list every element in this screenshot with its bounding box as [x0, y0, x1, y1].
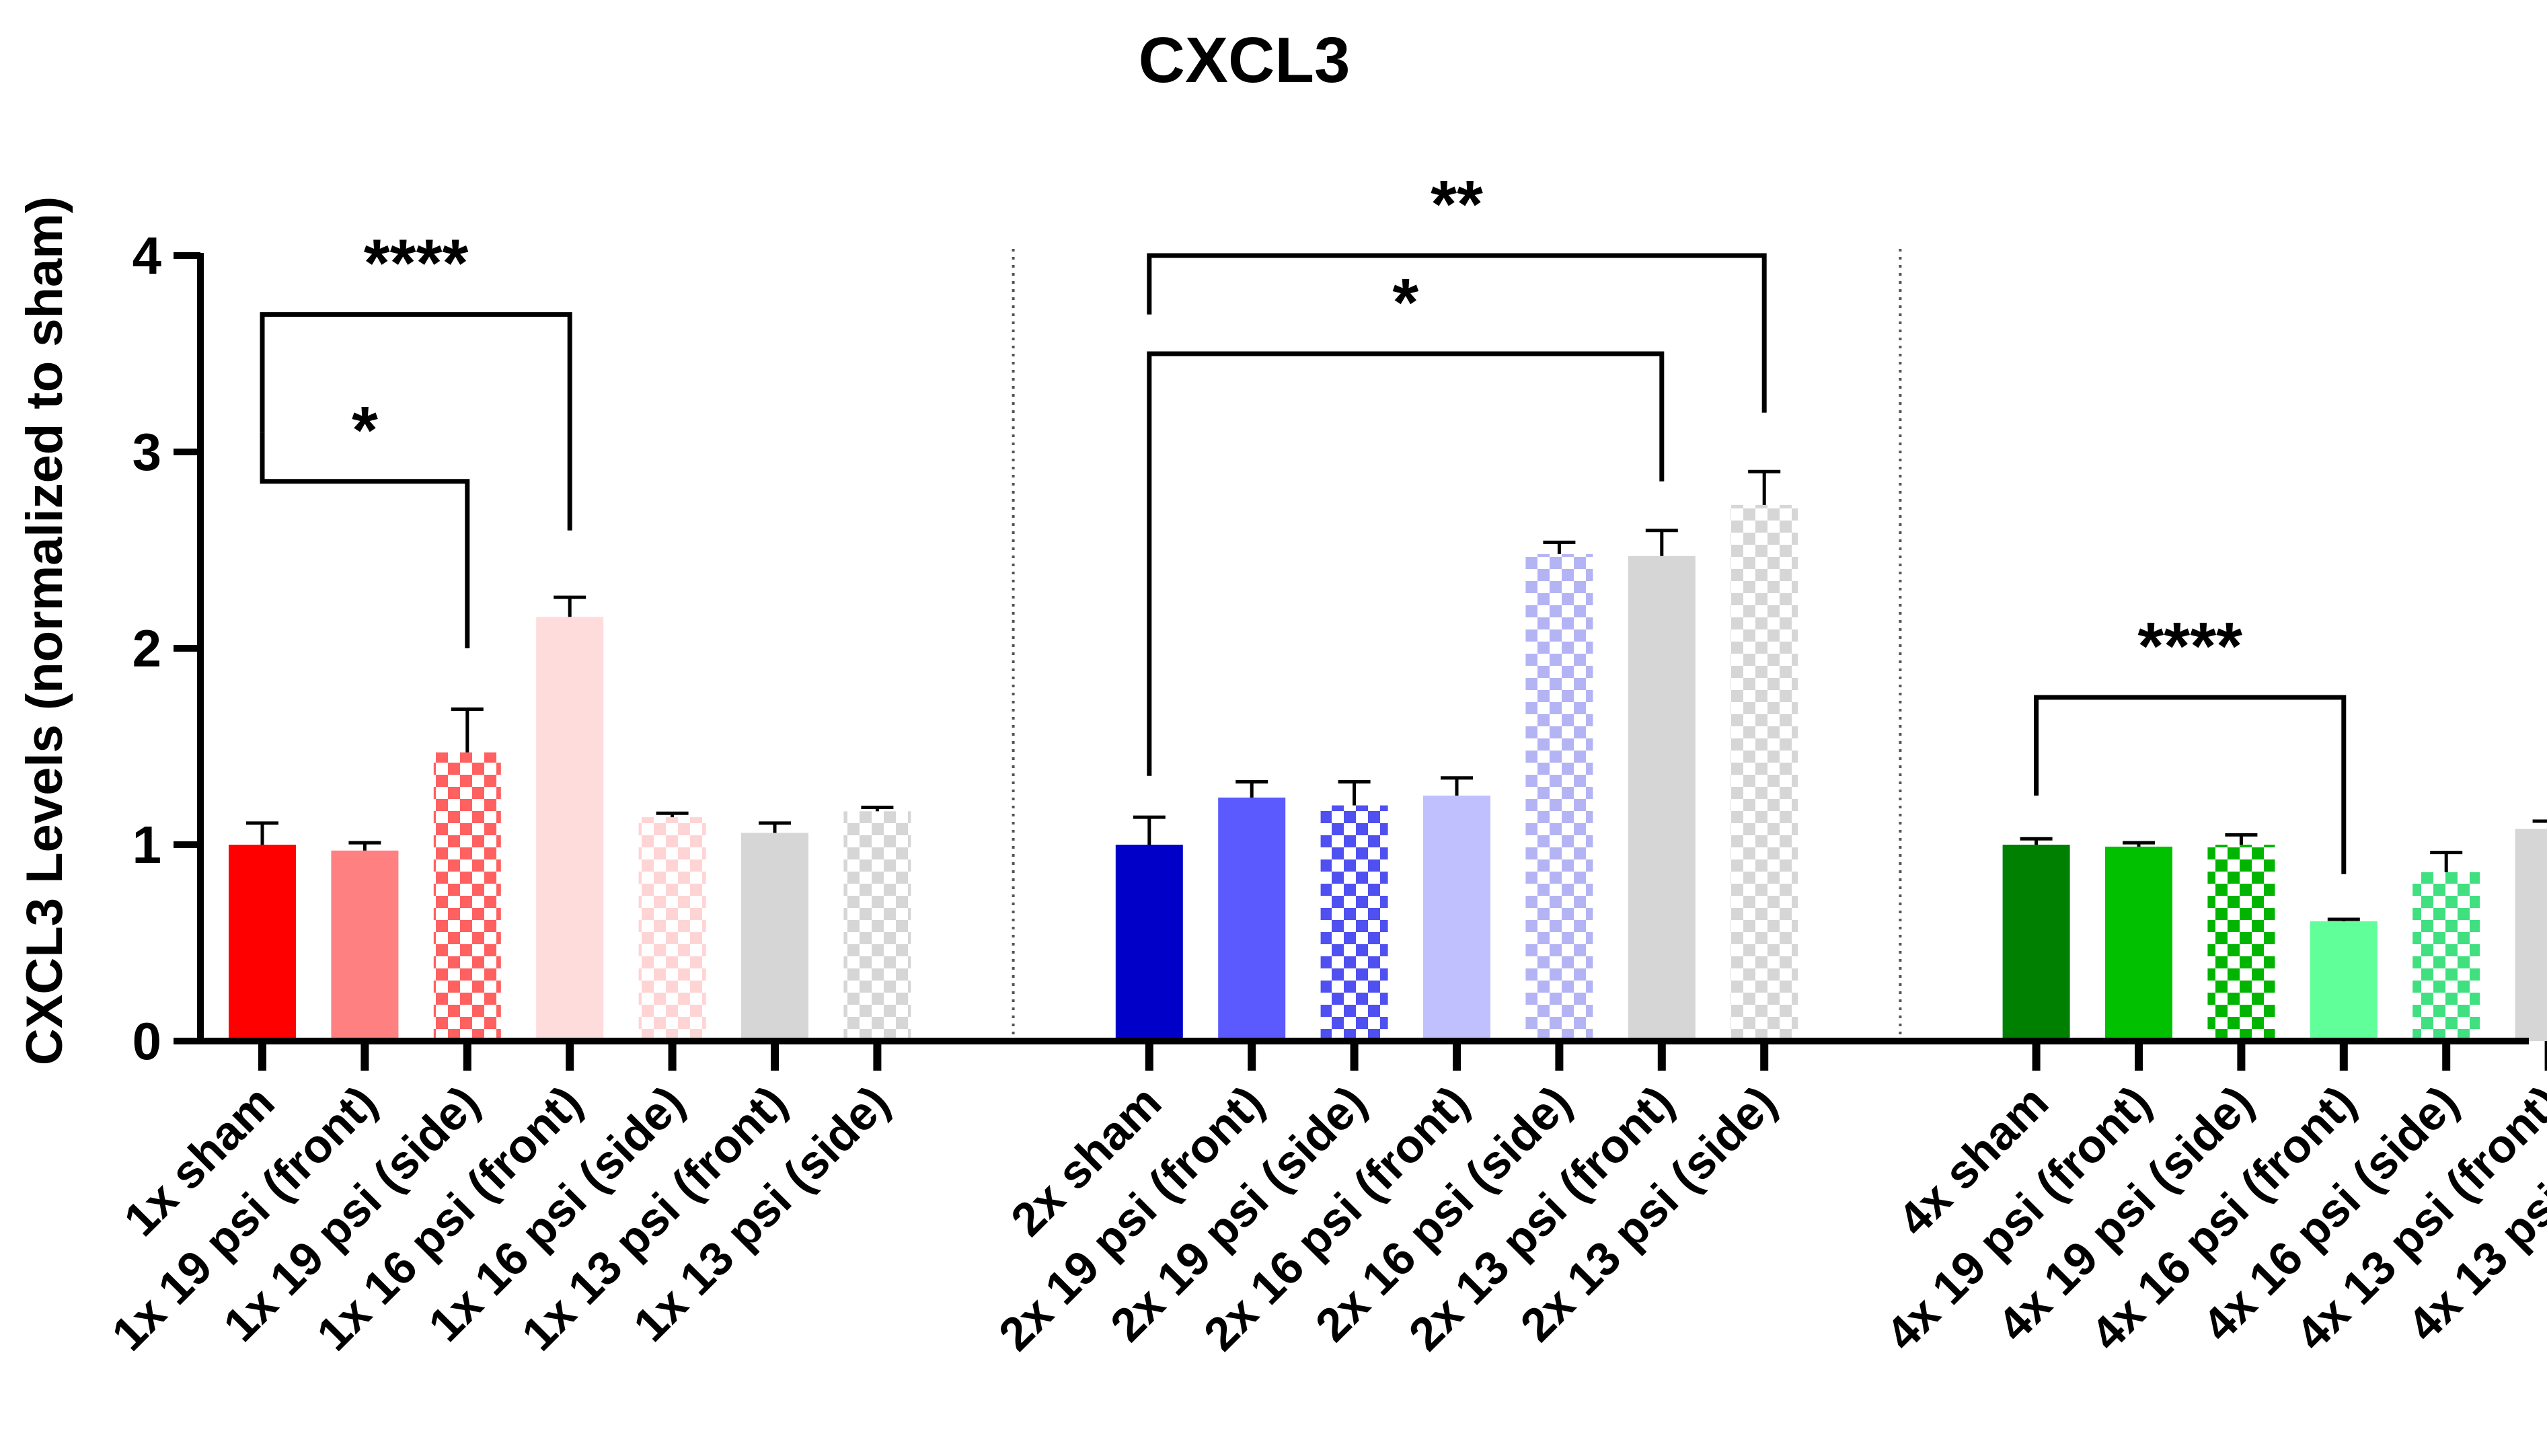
bar	[1218, 797, 1286, 1041]
bar	[1628, 555, 1696, 1041]
bar	[843, 811, 911, 1041]
y-tick-label: 0	[132, 1011, 161, 1071]
bar	[1525, 553, 1593, 1041]
significance-label: **	[1431, 167, 1483, 242]
significance-bracket	[1147, 351, 1665, 776]
y-tick-label: 4	[132, 226, 161, 285]
bar	[2105, 846, 2172, 1041]
bar	[536, 617, 604, 1041]
bar	[2310, 921, 2378, 1041]
significance-label: ****	[364, 226, 469, 301]
bar	[2207, 845, 2275, 1041]
bar	[2002, 845, 2070, 1041]
bar	[433, 752, 501, 1041]
significance-bracket	[260, 312, 572, 531]
y-tick-label: 3	[132, 422, 161, 482]
y-tick-label: 1	[132, 815, 161, 874]
significance-label: *	[1392, 265, 1418, 340]
bar	[1423, 796, 1490, 1041]
bar	[638, 817, 706, 1041]
bar	[741, 833, 808, 1041]
significance-label: ****	[2137, 609, 2242, 684]
significance-bracket	[1147, 253, 1767, 413]
bar	[1731, 504, 1798, 1041]
y-axis-label: CXCL3 Levels (normalized to sham)	[16, 196, 73, 1065]
bar	[2515, 829, 2547, 1041]
bar	[331, 850, 399, 1041]
bar	[2412, 872, 2480, 1041]
chart-title: CXCL3	[1139, 24, 1351, 96]
significance-bracket	[260, 432, 470, 648]
bar	[229, 845, 296, 1041]
bar	[1115, 845, 1183, 1041]
bar	[1320, 805, 1388, 1041]
y-tick-label: 2	[132, 619, 161, 678]
significance-label: *	[352, 393, 378, 468]
significance-bracket	[2034, 695, 2347, 874]
